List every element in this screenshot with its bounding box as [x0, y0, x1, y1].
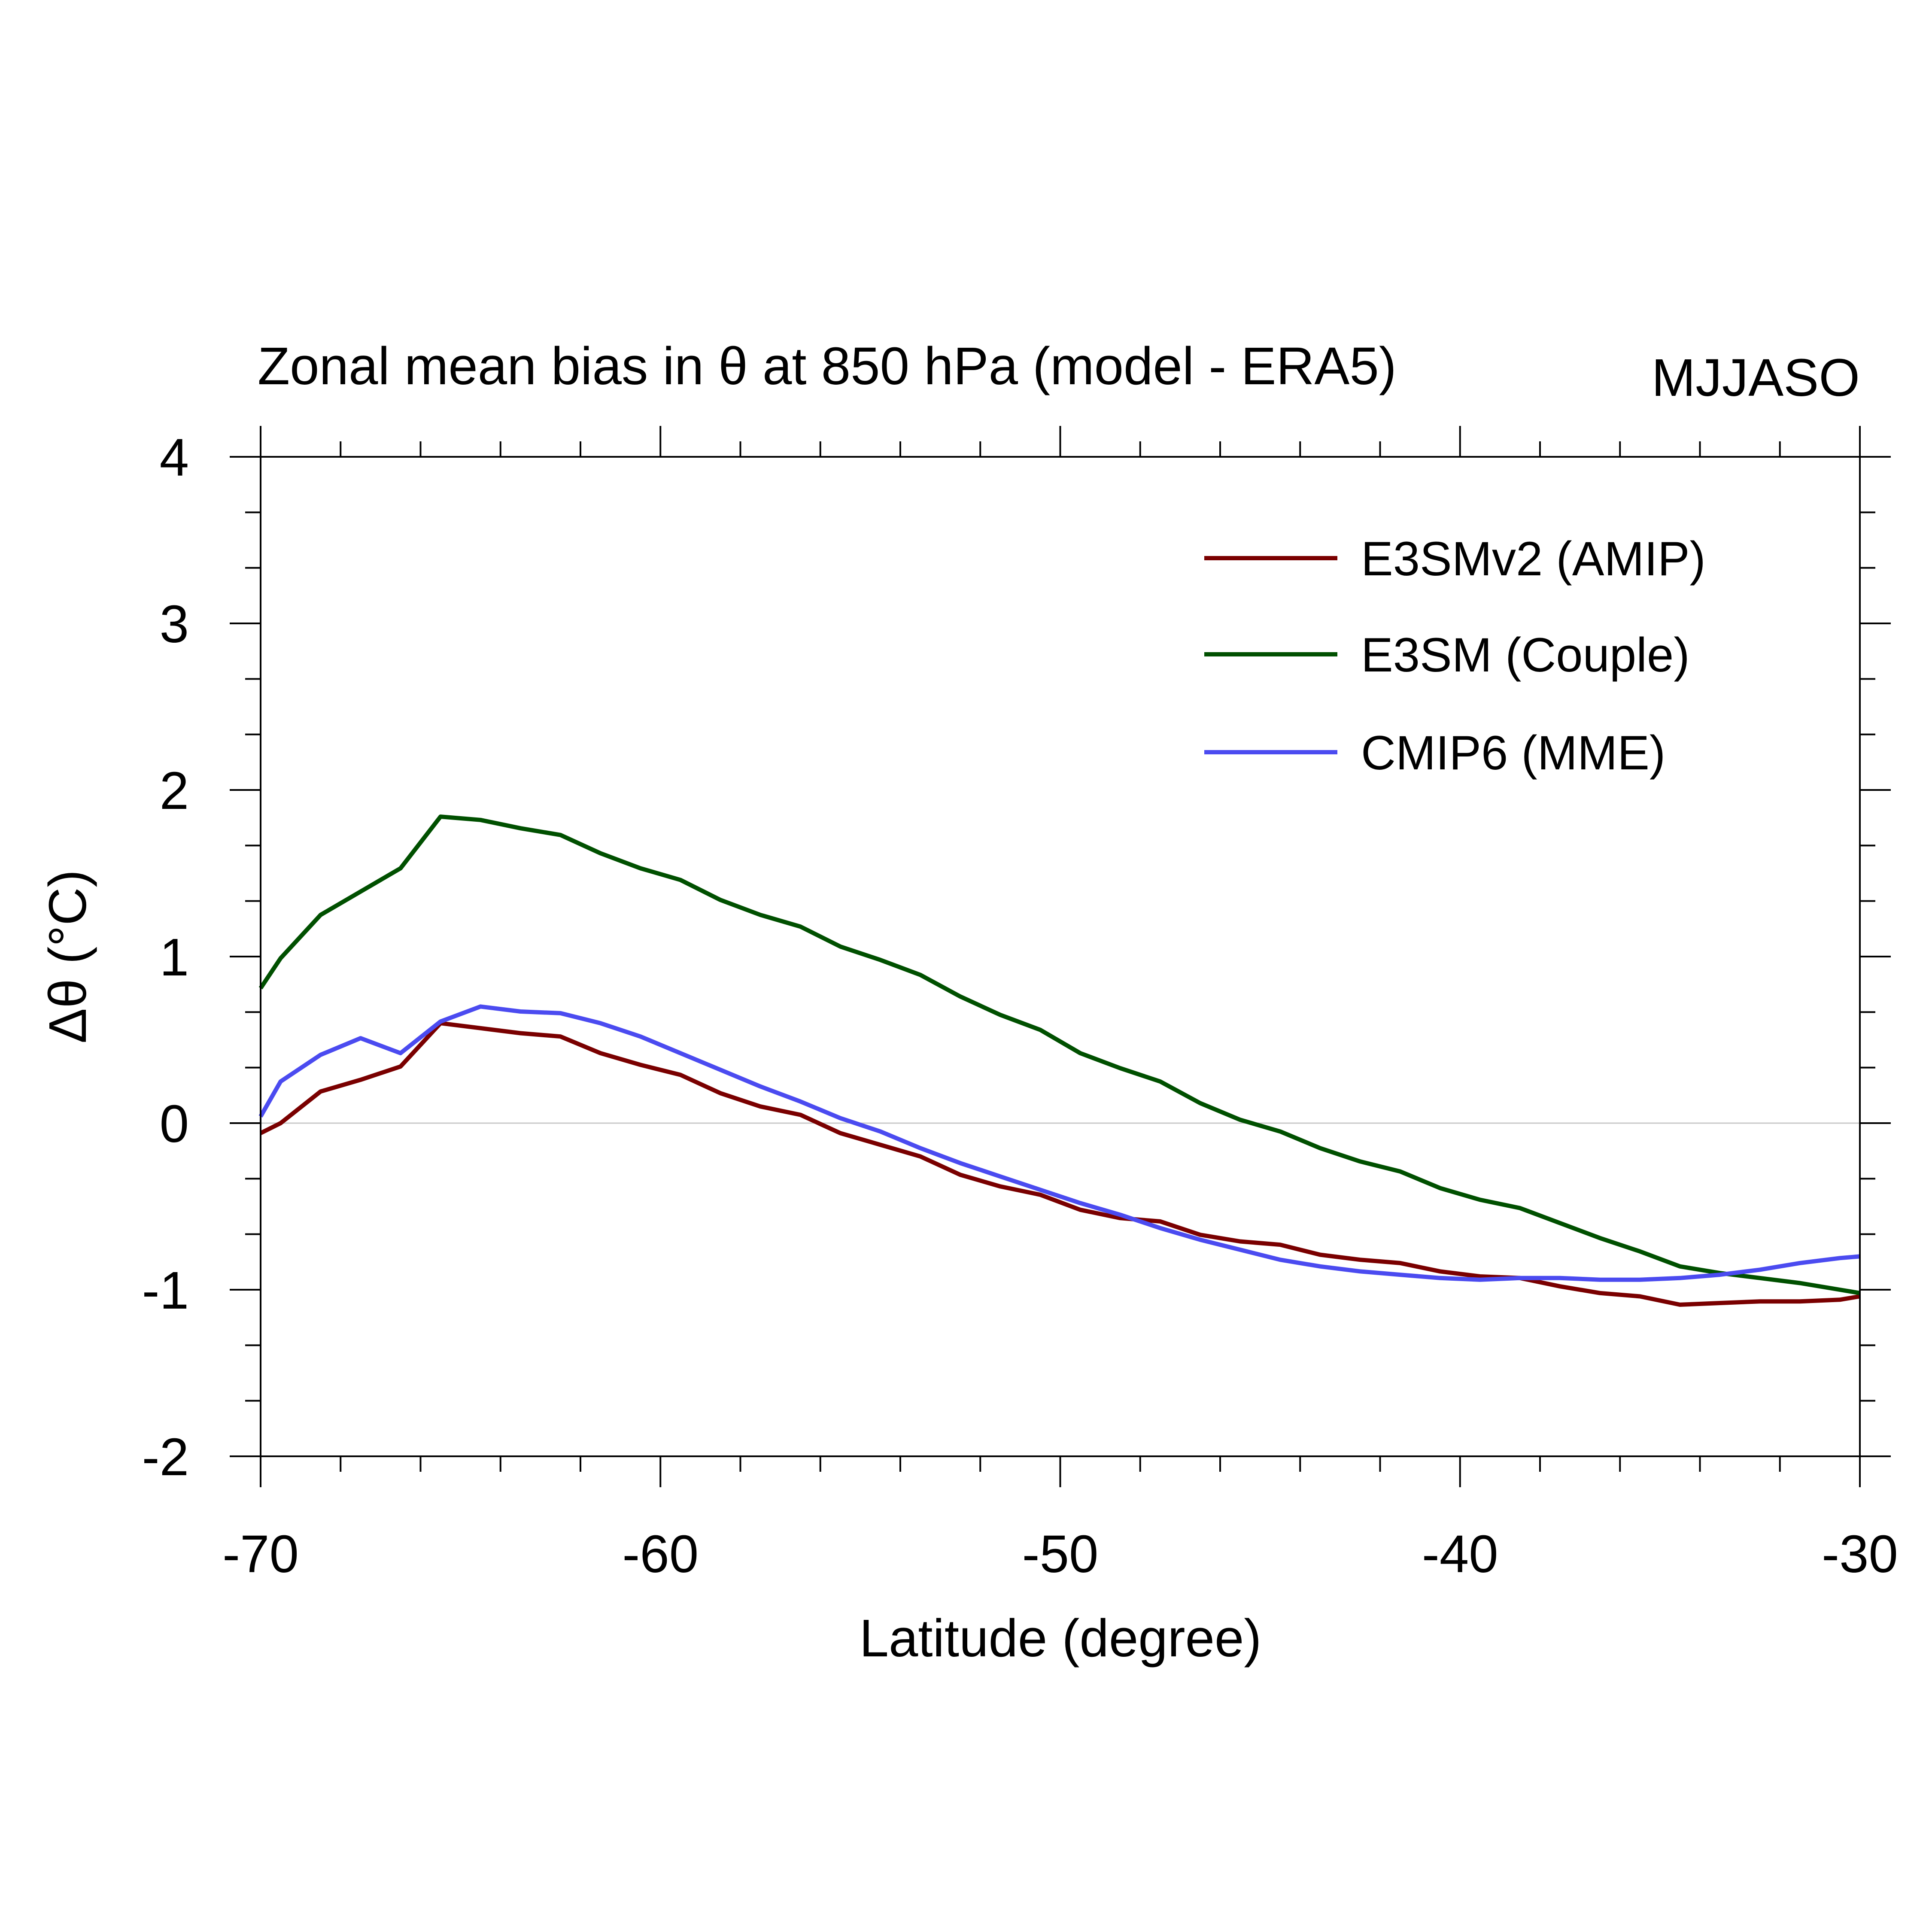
y-axis-label: Δθ (°C) [39, 870, 97, 1044]
plot-frame [260, 456, 1861, 1457]
series-line-e3smv2-amip [259, 1021, 1860, 1307]
y-tick-label: 2 [160, 762, 189, 820]
y-tick-label: 0 [160, 1095, 189, 1154]
x-tick-label: -50 [1022, 1525, 1099, 1584]
chart-subtitle: MJJASO [1652, 349, 1860, 407]
x-tick-label: -70 [222, 1525, 299, 1584]
legend-label: CMIP6 (MME) [1361, 726, 1665, 780]
x-tick-label: -40 [1422, 1525, 1498, 1584]
legend: E3SMv2 (AMIP) E3SM (Couple) CMIP6 (MME) [1204, 532, 1706, 780]
series-layer [258, 814, 1860, 1307]
y-tick-label: 1 [160, 928, 189, 987]
x-tick-label: -30 [1822, 1525, 1898, 1584]
legend-label: E3SM (Couple) [1361, 628, 1690, 682]
axis-ticks [230, 426, 1891, 1487]
y-tick-label: -2 [142, 1428, 189, 1487]
series-line-e3sm-couple [258, 814, 1860, 1295]
chart-title: Zonal mean bias in θ at 850 hPa (model -… [258, 337, 1397, 396]
y-tick-label: -1 [142, 1261, 189, 1320]
x-tick-label: -60 [622, 1525, 699, 1584]
legend-label: E3SMv2 (AMIP) [1361, 532, 1706, 586]
x-axis-label: Latitude (degree) [860, 1609, 1262, 1668]
y-tick-label: 3 [160, 595, 189, 654]
y-tick-label: 4 [160, 428, 189, 487]
series-line-cmip6-mme [258, 1004, 1860, 1282]
y-tick-labels: -2 -1 0 1 2 3 4 [142, 428, 189, 1487]
x-tick-labels: -70 -60 -50 -40 -30 [222, 1525, 1898, 1584]
